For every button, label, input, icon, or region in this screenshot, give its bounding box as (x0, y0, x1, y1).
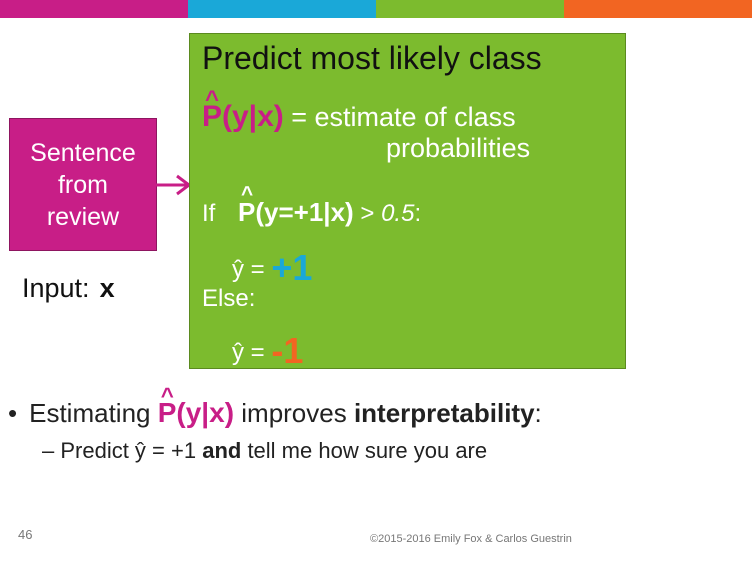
top-bar-segment-pink (0, 0, 188, 18)
top-bar-segment-blue (188, 0, 376, 18)
top-color-bar (0, 0, 752, 18)
bullet-dot: • (8, 398, 18, 428)
if-phat-text: P(y=+1|x) (238, 197, 354, 227)
if-colon: : (414, 200, 422, 227)
bullet-phat-text: P(y|x) (157, 397, 235, 428)
bullet-bold: interpretability (353, 398, 535, 428)
top-bar-segment-orange (564, 0, 752, 18)
input-variable: x (99, 273, 115, 303)
hat-symbol: ^ (205, 86, 220, 113)
if-hat-symbol: ^ (241, 183, 254, 206)
sub-bullet-bold: and (202, 438, 242, 463)
phat-text: P(y|x) (202, 100, 284, 133)
prediction-box: Predict most likely class ^ P(y|x) = esti… (189, 33, 626, 372)
bullet-pre: Estimating (29, 398, 158, 428)
phat-definition: ^ P(y|x) = estimate of class (202, 86, 516, 134)
bullet-mid: improves (234, 398, 354, 428)
input-box-line-1: Sentence (30, 138, 136, 167)
top-bar-segment-green (376, 0, 564, 18)
bullet-end: : (534, 398, 542, 428)
sub-bullet: – Predict ŷ = +1 and tell me how sure yo… (42, 438, 487, 464)
if-comparison: > (353, 200, 382, 227)
if-keyword: If (202, 200, 216, 227)
phat-label: ^ P(y|x) (202, 86, 284, 134)
input-label-text: Input: (22, 273, 90, 303)
sub-bullet-post: tell me how sure you are (241, 438, 488, 463)
input-sentence-box: Sentence from review (9, 118, 157, 251)
if-phat: ^ P(y=+1|x) (238, 183, 354, 228)
threshold-value: 0.5 (381, 200, 415, 227)
positive-value: +1 (271, 247, 313, 288)
bullet-hat-symbol: ^ (160, 383, 174, 408)
negative-value: -1 (271, 330, 304, 371)
bullet-phat: ^ P(y|x) (157, 383, 235, 429)
sub-bullet-pre: – Predict ŷ = +1 (42, 438, 203, 463)
page-number: 46 (18, 527, 33, 542)
input-box-line-3: review (46, 202, 120, 231)
main-bullet: • Estimating ^ P(y|x) improves interpretab… (8, 383, 542, 429)
definition-text: = estimate of class (283, 102, 516, 132)
if-condition: If ^ P(y=+1|x) > 0.5: (202, 183, 422, 228)
definition-text-2: probabilities (386, 133, 531, 163)
yhat-positive: ŷ = +1 (232, 247, 312, 289)
copyright-notice: ©2015-2016 Emily Fox & Carlos Guestrin (370, 533, 572, 545)
else-keyword: Else: (202, 285, 256, 312)
input-label: Input: x (22, 273, 115, 304)
input-box-line-2: from (57, 170, 108, 199)
yhat-eq-2: ŷ = (232, 339, 272, 366)
prediction-title: Predict most likely class (202, 40, 542, 76)
yhat-negative: ŷ = -1 (232, 330, 303, 372)
yhat-eq-1: ŷ = (232, 256, 272, 283)
